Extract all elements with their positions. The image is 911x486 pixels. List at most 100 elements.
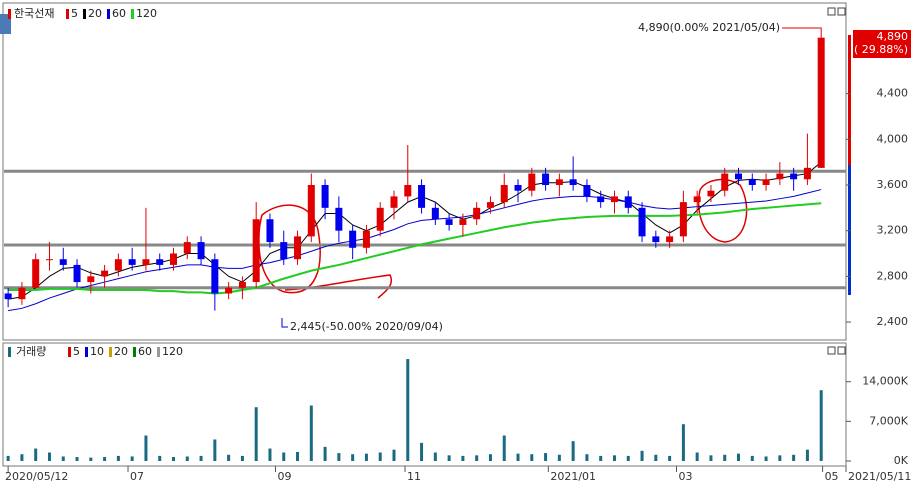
x-tick-label: 03 xyxy=(678,470,692,483)
candle-body xyxy=(225,287,233,294)
volume-bar xyxy=(61,456,65,461)
candle-body xyxy=(73,264,81,283)
last-change: ( 29.88%) xyxy=(854,43,908,56)
volume-bar xyxy=(764,456,768,461)
volume-panel xyxy=(2,342,847,467)
volume-bar xyxy=(792,454,796,461)
volume-bar xyxy=(268,448,272,461)
x-tick-label: 2020/05/12 xyxy=(5,470,68,483)
max-connector xyxy=(782,27,822,38)
volume-bar xyxy=(254,407,258,461)
legend-swatch xyxy=(157,347,160,357)
candle-body xyxy=(211,259,219,294)
volume-bar xyxy=(709,455,713,461)
volume-bar xyxy=(240,455,244,461)
candle-body xyxy=(445,219,453,225)
x-tick-label: 2021/05/11 xyxy=(848,470,911,483)
y-tick-label: 2,800 xyxy=(877,269,909,282)
panel-button[interactable] xyxy=(837,7,846,16)
candle-body xyxy=(528,173,536,191)
candle-body xyxy=(418,184,426,208)
candle-body xyxy=(404,184,412,197)
candle-body xyxy=(156,259,164,265)
candle-body xyxy=(803,167,811,180)
candle-body xyxy=(197,242,205,260)
y-tick-label: 2,400 xyxy=(877,315,909,328)
volume-bar xyxy=(516,453,520,461)
candle-body xyxy=(101,270,109,277)
legend-label: 10 xyxy=(90,345,104,358)
legend-label: 20 xyxy=(88,7,102,20)
x-tick-label: 09 xyxy=(277,470,291,483)
candle-body xyxy=(431,207,439,220)
candle-body xyxy=(707,190,715,197)
candle-body xyxy=(390,196,398,208)
candle-body xyxy=(252,219,260,283)
volume-bar xyxy=(626,455,630,461)
candle-body xyxy=(555,179,563,185)
volume-bar xyxy=(544,453,548,461)
volume-bar xyxy=(116,455,120,461)
volume-bar xyxy=(227,454,231,461)
legend-label: 120 xyxy=(136,7,157,20)
candle-body xyxy=(583,184,591,197)
volume-bar xyxy=(475,455,479,461)
panel-button[interactable] xyxy=(827,7,836,16)
legend-swatch xyxy=(68,347,71,357)
candle-body xyxy=(666,236,674,243)
volume-bar xyxy=(130,456,134,461)
candle-body xyxy=(238,282,246,288)
candle-body xyxy=(817,37,825,168)
panel-button[interactable] xyxy=(837,346,846,355)
candle-body xyxy=(362,230,370,248)
candle-body xyxy=(597,196,605,203)
legend-swatch xyxy=(83,9,86,19)
legend-swatch xyxy=(133,347,136,357)
candle-body xyxy=(776,173,784,180)
volume-bar xyxy=(681,424,685,461)
candle-body xyxy=(790,173,798,180)
candle-body xyxy=(128,259,136,265)
x-tick-label: 07 xyxy=(130,470,144,483)
side-tab[interactable] xyxy=(0,14,11,34)
candle-body xyxy=(266,219,274,243)
legend-label: 120 xyxy=(162,345,183,358)
volume-bar xyxy=(75,457,79,461)
volume-bar xyxy=(213,439,217,461)
volume-bar xyxy=(557,454,561,461)
y-tick-label: 0K xyxy=(894,454,909,467)
volume-bar xyxy=(282,452,286,461)
last-price-box xyxy=(853,30,911,58)
candle-body xyxy=(376,207,384,231)
volume-title: 거래량 xyxy=(16,345,46,358)
y-tick-label: 14,000K xyxy=(862,375,908,388)
volume-bar xyxy=(599,455,603,461)
legend-swatch xyxy=(107,9,110,19)
volume-bar xyxy=(158,455,162,461)
candle-body xyxy=(500,184,508,203)
legend-swatch xyxy=(66,9,69,19)
y-tick-label: 4,000 xyxy=(877,132,909,145)
candle-body xyxy=(459,219,467,225)
candle-body xyxy=(18,287,26,300)
panel-button[interactable] xyxy=(827,346,836,355)
volume-bar xyxy=(502,435,506,461)
candle-body xyxy=(679,202,687,237)
volume-bar xyxy=(89,457,93,461)
candle-body xyxy=(307,184,315,237)
legend-label: 20 xyxy=(114,345,128,358)
volume-bar xyxy=(612,455,616,461)
volume-bar xyxy=(819,390,823,461)
candle-body xyxy=(183,242,191,254)
candle-body xyxy=(693,196,701,203)
candle-body xyxy=(87,276,95,283)
y-tick-label: 4,400 xyxy=(877,87,909,100)
candle-body xyxy=(473,207,481,220)
volume-bar xyxy=(296,451,300,461)
candle-body xyxy=(735,173,743,180)
candle-body xyxy=(624,196,632,208)
legend-label: 5 xyxy=(73,345,80,358)
range-bar-up xyxy=(848,35,851,165)
candle-body xyxy=(321,184,329,208)
